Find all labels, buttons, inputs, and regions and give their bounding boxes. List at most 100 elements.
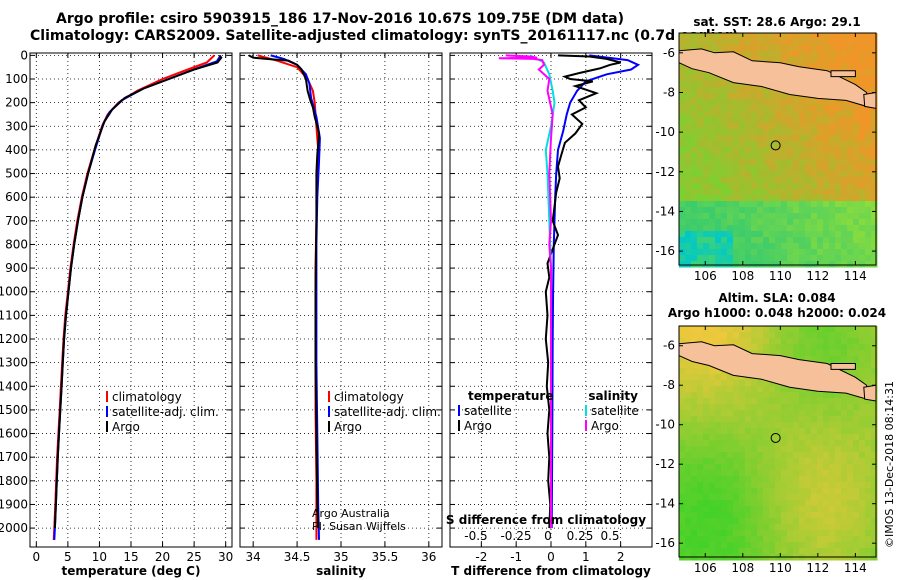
y-tick-label: 700	[5, 214, 28, 228]
map-y-tick-label: -12	[655, 165, 675, 179]
sla-map-title-2: Argo h1000: 0.048 h2000: 0.024	[668, 306, 886, 320]
y-tick-label: 200	[5, 96, 28, 110]
y-tick-label: 1500	[0, 403, 28, 417]
x-tick-label: 25	[186, 550, 201, 564]
x-tick-label: 36	[421, 550, 436, 564]
annotation-pi: PI: Susan Wijffels	[312, 520, 406, 533]
map-y-tick-label: -16	[655, 244, 675, 258]
series-line	[498, 54, 554, 529]
argo-location-marker	[770, 140, 781, 151]
legend-label: Argo	[464, 419, 492, 433]
legend-label: satellite	[591, 404, 639, 418]
legend-label: climatology	[334, 390, 404, 404]
map-x-tick-label: 106	[694, 561, 717, 575]
x-tick-label: 20	[155, 550, 170, 564]
y-tick-label: 1000	[0, 285, 28, 299]
x-tick-label: 2	[617, 550, 625, 564]
x-tick-label: 0	[547, 550, 555, 564]
x-axis-label: salinity	[316, 564, 366, 578]
map-frame	[678, 32, 877, 266]
map-x-tick-label: 108	[731, 561, 754, 575]
legend-swatch	[106, 406, 108, 417]
y-tick-label: 1800	[0, 474, 28, 488]
land-bali	[863, 384, 877, 402]
y-tick-label: 1100	[0, 308, 28, 322]
x-tick-label-salinity: 0	[544, 529, 552, 543]
legend-label: satellite-adj. clim.	[112, 405, 219, 419]
legend-swatch	[458, 405, 460, 416]
map-frame	[678, 325, 877, 558]
x-tick-label: 15	[123, 550, 138, 564]
legend-label: Argo	[591, 419, 619, 433]
y-tick-label: 2000	[0, 521, 28, 535]
legend-label: satellite-adj. clim.	[334, 405, 441, 419]
y-tick-label: 400	[5, 143, 28, 157]
title-line-2: Climatology: CARS2009. Satellite-adjuste…	[30, 28, 739, 44]
map-x-tick-label: 110	[769, 269, 792, 283]
map-y-tick-label: -12	[655, 457, 675, 471]
x-tick-label: -2	[475, 550, 487, 564]
series-line	[270, 54, 321, 540]
legend-swatch	[585, 420, 587, 431]
sla-map	[678, 326, 878, 561]
title-line-1: Argo profile: csiro 5903915_186 17-Nov-2…	[56, 11, 624, 27]
x-tick-label-salinity: 0.5	[600, 529, 619, 543]
axes-frame	[29, 52, 233, 548]
legend-label: Argo	[334, 420, 362, 434]
axes-frame	[239, 52, 443, 548]
series-line	[550, 54, 641, 529]
map-x-tick-label: 114	[844, 561, 867, 575]
x-tick-label: 0	[32, 550, 40, 564]
map-y-tick-label: -14	[655, 497, 675, 511]
credit-text: ©IMOS 13-Dec-2018 08:14:31	[883, 381, 896, 548]
y-tick-label: 500	[5, 167, 28, 181]
map-x-tick-label: 108	[731, 269, 754, 283]
map-x-tick-label: 106	[694, 269, 717, 283]
x-axis-label-salinity: S difference from climatology	[446, 513, 646, 527]
x-tick-label-salinity: -0.5	[464, 529, 487, 543]
series-line	[257, 54, 320, 540]
y-tick-label: 800	[5, 237, 28, 251]
y-tick-label: 1900	[0, 497, 28, 511]
sla-map-title-1: Altim. SLA: 0.084	[718, 291, 835, 305]
x-tick-label: 1	[582, 550, 590, 564]
legend-swatch	[106, 421, 108, 432]
map-y-tick-label: -16	[655, 536, 675, 550]
land-madura	[830, 70, 856, 78]
x-tick-label: 30	[218, 550, 233, 564]
y-tick-label: 600	[5, 190, 28, 204]
legend-label: satellite	[464, 404, 512, 418]
legend-swatch	[328, 421, 330, 432]
y-tick-label: 100	[5, 72, 28, 86]
legend-label: Argo	[112, 420, 140, 434]
sst-map-title: sat. SST: 28.6 Argo: 29.1	[693, 15, 860, 29]
legend-temperature-title: temperature	[468, 389, 553, 403]
map-y-tick-label: -6	[663, 46, 675, 60]
y-tick-label: 1400	[0, 379, 28, 393]
map-y-tick-label: -8	[663, 85, 675, 99]
x-tick-label: 34	[246, 550, 261, 564]
annotation-argo-australia: Argo Australia	[312, 507, 390, 520]
land-bali	[863, 91, 877, 109]
series-line	[248, 54, 321, 529]
map-x-tick-label: 110	[769, 561, 792, 575]
legend-label: climatology	[112, 390, 182, 404]
x-axis-label: temperature (deg C)	[62, 564, 201, 578]
y-tick-label: 900	[5, 261, 28, 275]
land-madura	[830, 363, 856, 370]
series-line	[544, 54, 621, 529]
y-tick-label: 1300	[0, 356, 28, 370]
series-line	[52, 54, 215, 540]
y-tick-label: 0	[20, 48, 28, 62]
legend-swatch	[106, 391, 108, 402]
legend-salinity-title: salinity	[588, 389, 638, 403]
legend-swatch	[328, 406, 330, 417]
x-tick-label: 35	[333, 550, 348, 564]
series-line	[53, 54, 223, 529]
x-axis-label: T difference from climatology	[451, 564, 651, 578]
map-x-tick-label: 112	[806, 269, 829, 283]
x-tick-label: 10	[92, 550, 107, 564]
sst-map	[678, 33, 878, 268]
y-tick-label: 1200	[0, 332, 28, 346]
series-line	[53, 54, 222, 540]
